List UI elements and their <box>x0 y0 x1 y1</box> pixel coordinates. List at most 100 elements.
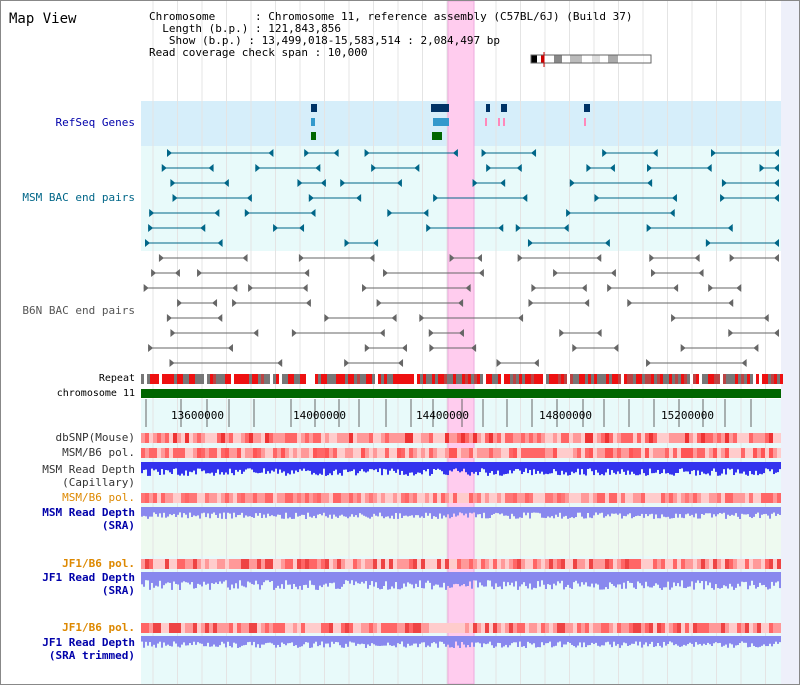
msm-read-depth-capillary-bar <box>337 462 339 475</box>
repeat-segment <box>678 374 681 384</box>
jf1-read-depth-trimmed-bar <box>517 636 519 648</box>
jf1-b6-pol-2-heat-cell <box>757 623 761 633</box>
msm-b6-pol-2-heat-cell <box>569 493 573 503</box>
msm-read-depth-capillary-bar <box>465 462 467 473</box>
jf1-b6-pol-2-heat-cell <box>585 623 589 633</box>
jf1-read-depth-bar <box>565 572 567 587</box>
jf1-read-depth-trimmed-bar <box>181 636 183 645</box>
msm-read-depth-capillary-bar <box>447 462 449 476</box>
b6n-bac-label[interactable]: B6N BAC end pairs <box>22 304 135 317</box>
msm-read-depth-capillary-bar <box>433 462 435 469</box>
msm-b6-pol-2-heat-cell <box>737 493 741 503</box>
repeat-segment <box>360 374 363 384</box>
msm-b6-pol-heat-cell <box>141 448 145 458</box>
repeat-segment <box>408 374 411 384</box>
msm-read-depth-capillary-bar <box>463 462 465 469</box>
msm-read-depth-sra-bar <box>745 507 747 515</box>
msm-read-depth-sra-bar <box>719 507 721 514</box>
msm-read-depth-sra-bar <box>365 507 367 517</box>
msm-read-depth-capillary-label[interactable]: MSM Read Depth <box>42 463 135 476</box>
jf1-read-depth-trimmed-bar <box>685 636 687 646</box>
repeat-segment <box>687 374 690 384</box>
jf1-read-depth-trimmed-bar <box>545 636 547 644</box>
msm-bac-pair-end <box>516 164 522 172</box>
b6n-bac-pair-end <box>708 284 714 292</box>
jf1-read-depth-trimmed-bar <box>185 636 187 646</box>
msm-b6-pol-2-heat-cell <box>565 493 569 503</box>
jf1-read-depth-trimmed-label[interactable]: JF1 Read Depth <box>42 636 135 649</box>
msm-read-depth-sra-bar <box>337 507 339 518</box>
msm-b6-pol-2-heat-cell <box>221 493 225 503</box>
jf1-b6-pol-label[interactable]: JF1/B6 pol. <box>62 557 135 570</box>
msm-read-depth-sra-bar <box>575 507 577 518</box>
jf1-read-depth-bar <box>367 572 369 589</box>
repeat-segment <box>174 374 177 384</box>
jf1-read-depth-bar <box>249 572 251 583</box>
msm-read-depth-capillary-bar <box>435 462 437 470</box>
jf1-b6-pol-2-heat-cell <box>521 623 525 633</box>
jf1-read-depth-bar <box>425 572 427 583</box>
dbsnp-heat-cell <box>681 433 685 443</box>
dbsnp-heat-cell <box>765 433 769 443</box>
dbsnp-heat-cell <box>353 433 357 443</box>
repeat-segment <box>180 374 183 384</box>
jf1-read-depth-bar <box>655 572 657 584</box>
msm-read-depth-sra-bar <box>765 507 767 514</box>
msm-b6-pol-2-heat-cell <box>165 493 169 503</box>
jf1-read-depth-trimmed-bar <box>275 636 277 648</box>
msm-bac-pair-end <box>308 194 314 202</box>
dbsnp-label[interactable]: dbSNP(Mouse) <box>55 431 135 444</box>
msm-bac-label[interactable]: MSM BAC end pairs <box>22 191 135 204</box>
jf1-read-depth-bar <box>201 572 203 587</box>
jf1-read-depth-trimmed-bar <box>269 636 271 643</box>
msm-read-depth-capillary-bar <box>341 462 343 476</box>
repeat-segment <box>459 374 462 384</box>
msm-read-depth-sra-bar <box>619 507 621 514</box>
msm-read-depth-sra-bar <box>511 507 513 514</box>
msm-b6-pol-heat-cell <box>289 448 293 458</box>
msm-b6-pol-heat-cell <box>213 448 217 458</box>
msm-read-depth-sra-bar <box>151 507 153 517</box>
dbsnp-heat-cell <box>557 433 561 443</box>
msm-b6-pol-label[interactable]: MSM/B6 pol. <box>62 446 135 459</box>
msm-b6-pol-heat-cell <box>685 448 689 458</box>
msm-b6-pol-2-heat-cell <box>349 493 353 503</box>
repeat-segment <box>630 374 633 384</box>
msm-read-depth-capillary-bar <box>307 462 309 471</box>
jf1-b6-pol-2-heat-cell <box>457 623 461 633</box>
msm-read-depth-sra-label[interactable]: MSM Read Depth <box>42 506 135 519</box>
msm-b6-pol-2-heat-cell <box>225 493 229 503</box>
msm-bac-pair-end <box>333 149 339 157</box>
repeat-segment <box>390 374 393 384</box>
msm-read-depth-sra-bar <box>171 507 173 516</box>
msm-b6-pol-2-label[interactable]: MSM/B6 pol. <box>62 491 135 504</box>
msm-b6-pol-2-heat-cell <box>325 493 329 503</box>
jf1-read-depth-bar <box>163 572 165 586</box>
jf1-b6-pol-heat-cell <box>685 559 689 569</box>
msm-read-depth-sra-bar <box>627 507 629 515</box>
jf1-read-depth-bar <box>685 572 687 589</box>
jf1-read-depth-bar <box>241 572 243 586</box>
dbsnp-heat-cell <box>173 433 177 443</box>
msm-b6-pol-heat-cell <box>701 448 705 458</box>
repeat-segment <box>501 374 504 384</box>
msm-read-depth-capillary-bar <box>195 462 197 475</box>
jf1-b6-pol-2-heat-cell <box>205 623 209 633</box>
jf1-read-depth-bar <box>603 572 605 590</box>
msm-read-depth-capillary-bar <box>755 462 757 471</box>
dbsnp-heat-cell <box>153 433 157 443</box>
jf1-b6-pol-heat-cell <box>405 559 409 569</box>
jf1-read-depth-bar <box>377 572 379 588</box>
msm-b6-pol-2-heat-cell <box>337 493 341 503</box>
jf1-b6-pol-2-heat-cell <box>597 623 601 633</box>
refseq-genes-label[interactable]: RefSeq Genes <box>55 116 135 129</box>
msm-read-depth-sra-bar <box>683 507 685 519</box>
ideogram-band <box>544 55 554 63</box>
jf1-b6-pol-2-label[interactable]: JF1/B6 pol. <box>62 621 135 634</box>
jf1-read-depth-bar <box>155 572 157 586</box>
msm-b6-pol-2-heat-cell <box>345 493 349 503</box>
jf1-read-depth-label[interactable]: JF1 Read Depth <box>42 571 135 584</box>
msm-b6-pol-heat-cell <box>717 448 721 458</box>
jf1-read-depth-bar <box>187 572 189 583</box>
